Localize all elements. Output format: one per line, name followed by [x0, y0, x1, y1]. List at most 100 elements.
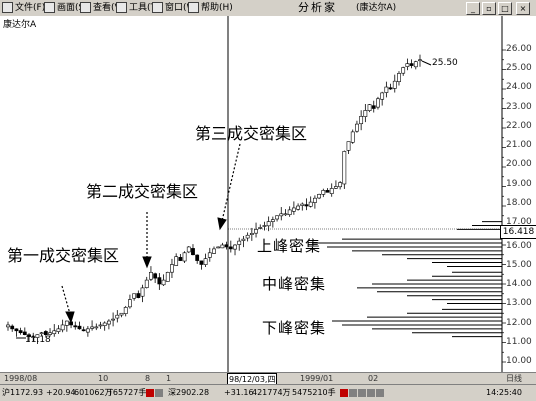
- candle: [157, 273, 162, 290]
- red-flag-icon: [146, 388, 154, 397]
- time-label: 1: [166, 374, 172, 383]
- price-tick: 24.00: [506, 82, 532, 92]
- sz-index-change: +31.16: [224, 388, 254, 397]
- candle: [165, 271, 170, 282]
- candle: [153, 272, 158, 283]
- candle: [342, 150, 347, 189]
- candle: [371, 100, 376, 113]
- menu-window-label: 窗口(W): [165, 3, 199, 13]
- candle: [338, 181, 343, 190]
- high-price-marker: 25.50: [432, 58, 458, 68]
- candle: [317, 193, 322, 200]
- candle: [199, 260, 204, 270]
- menu-tools-label: 工具(T): [129, 3, 160, 13]
- sz-index-value: 深2902.28: [168, 388, 210, 397]
- kline-chart[interactable]: 康达尔A 第一成交密集区 第二成交密集区 第三成交密集区 上峰密集 中峰密集 下…: [0, 16, 536, 372]
- candle: [43, 330, 48, 338]
- price-tick: 18.00: [506, 198, 532, 208]
- candle: [254, 222, 258, 238]
- gray-flag-icon: [367, 388, 375, 397]
- menu-view[interactable]: 查看(V): [80, 1, 124, 15]
- candle: [384, 81, 389, 98]
- price-tick: 25.00: [506, 63, 532, 73]
- price-tick: 19.00: [506, 179, 532, 189]
- candle: [128, 294, 132, 309]
- window-icon: [152, 2, 163, 13]
- gray-flag-icon: [358, 388, 366, 397]
- candle: [275, 215, 279, 222]
- time-label: 8: [145, 374, 151, 383]
- candle: [81, 326, 86, 332]
- candle: [149, 266, 153, 282]
- candle: [6, 321, 10, 331]
- tools-icon: [116, 2, 127, 13]
- candle: [300, 202, 305, 211]
- candle: [270, 216, 275, 228]
- candle: [329, 183, 334, 197]
- candle: [115, 310, 120, 323]
- chart-canvas[interactable]: [0, 16, 536, 372]
- price-axis-ticks: [502, 49, 506, 363]
- candle: [245, 232, 250, 242]
- maximize-icon: □: [501, 4, 509, 13]
- price-tick: 11.00: [506, 337, 532, 347]
- gray-flag-icon: [349, 388, 357, 397]
- restore-button[interactable]: ▫: [482, 2, 496, 15]
- candle: [136, 290, 141, 299]
- sz-flags: [340, 387, 385, 399]
- menu-screen[interactable]: 画面(S): [44, 1, 88, 15]
- time-axis: 1998/08 10 8 1 98/12/03,四 1999/01 02 日线: [0, 372, 536, 387]
- candle: [106, 319, 111, 330]
- candle: [52, 324, 57, 337]
- candle: [60, 319, 65, 333]
- candle: [413, 60, 418, 70]
- time-label: 02: [368, 374, 379, 383]
- time-label: 10: [98, 374, 109, 383]
- candle: [98, 321, 103, 329]
- maximize-button[interactable]: □: [498, 2, 512, 15]
- candle: [10, 324, 15, 332]
- menu-view-label: 查看(V): [93, 3, 125, 13]
- close-button[interactable]: ×: [516, 2, 530, 15]
- candle: [144, 276, 149, 289]
- sh-index-change: +20.94: [46, 388, 76, 397]
- price-tick: 13.00: [506, 298, 532, 308]
- period-label[interactable]: 日线: [506, 374, 522, 383]
- price-tick: 17.00: [506, 217, 532, 227]
- minimize-button[interactable]: _: [466, 2, 480, 15]
- candle: [123, 305, 128, 317]
- status-bar: 沪1172.93 +20.94 601062万 T65727手 深2902.28…: [0, 384, 536, 401]
- annotation-third-zone: 第三成交密集区: [195, 124, 308, 143]
- candle: [321, 188, 326, 198]
- candle: [48, 328, 52, 337]
- candle: [367, 104, 372, 113]
- menu-tools[interactable]: 工具(T): [116, 1, 160, 15]
- gray-flag-icon: [376, 388, 384, 397]
- gray-flag-icon: [155, 388, 163, 397]
- crosshair-price-readout: 16.418: [500, 225, 536, 239]
- candle: [409, 59, 414, 69]
- window-stock-title: (康达尔A): [356, 3, 397, 13]
- menu-help[interactable]: 帮助(H): [188, 1, 233, 15]
- candle: [186, 246, 191, 254]
- candle: [77, 321, 82, 330]
- menu-window[interactable]: 窗口(W): [152, 1, 199, 15]
- candle: [90, 320, 94, 331]
- candle: [216, 246, 221, 249]
- menu-help-label: 帮助(H): [201, 3, 233, 13]
- candle: [212, 246, 216, 255]
- sz-amount: 421774万: [252, 388, 291, 397]
- candle: [392, 74, 397, 93]
- menu-screen-label: 画面(S): [57, 3, 88, 13]
- candles: [6, 54, 422, 345]
- help-icon: [188, 2, 199, 13]
- candle: [258, 224, 263, 229]
- price-tick: 15.00: [506, 260, 532, 270]
- candle: [14, 328, 19, 337]
- candle: [312, 195, 317, 209]
- menu-file[interactable]: 文件(F): [2, 1, 45, 15]
- price-tick: 22.00: [506, 121, 532, 131]
- minimize-icon: _: [471, 4, 475, 13]
- candle: [249, 227, 254, 241]
- candle: [291, 201, 296, 215]
